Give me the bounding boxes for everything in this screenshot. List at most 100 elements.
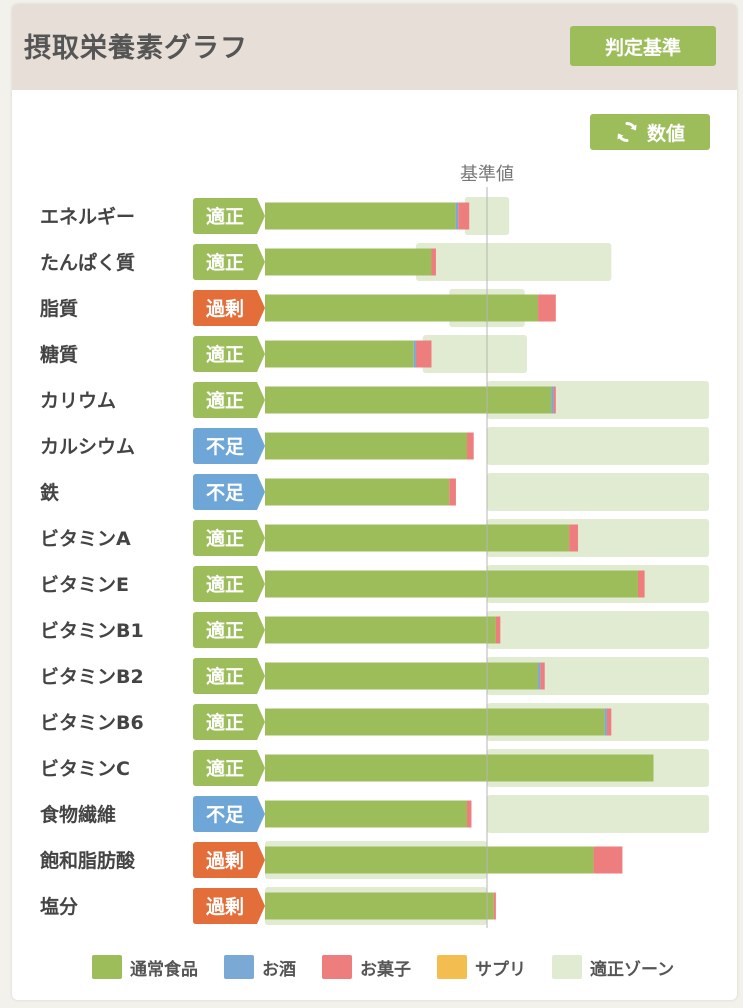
legend-swatch <box>437 955 467 979</box>
status-badge-label: 適正 <box>206 757 244 780</box>
status-badge-label: 適正 <box>206 527 244 550</box>
bar-segment <box>604 708 607 736</box>
legend-swatch <box>322 955 352 979</box>
bar-segment <box>467 800 472 828</box>
bar-segment <box>540 662 545 690</box>
bar-segment <box>449 478 456 506</box>
legend-item: お菓子 <box>322 955 411 980</box>
status-badge <box>193 842 265 878</box>
zone-bar <box>422 335 527 373</box>
category-label: 脂質 <box>40 297 78 320</box>
status-badge <box>193 888 265 924</box>
bar-segment <box>495 616 501 644</box>
bar-segment <box>415 340 432 368</box>
category-label: 塩分 <box>40 895 78 918</box>
zone-bar <box>415 243 612 281</box>
category-label: カリウム <box>40 390 116 412</box>
bar-segment <box>455 202 459 230</box>
category-label: 糖質 <box>40 343 78 366</box>
bar-segment <box>467 432 474 460</box>
status-badge-label: 適正 <box>206 251 244 274</box>
category-label: ビタミンC <box>40 758 130 780</box>
legend-label: お菓子 <box>360 959 411 980</box>
bar-segment <box>265 340 414 368</box>
status-badge <box>193 704 265 740</box>
status-badge-label: 過剰 <box>206 895 244 918</box>
legend-item: 適正ゾーン <box>552 955 674 980</box>
zone-bar <box>487 473 709 511</box>
reference-label: 基準値 <box>460 164 514 185</box>
bar-segment <box>265 846 594 874</box>
page-title: 摂取栄養素グラフ <box>24 33 248 64</box>
category-label: エネルギー <box>40 206 135 228</box>
status-badge-label: 適正 <box>206 573 244 596</box>
bar-segment <box>265 616 496 644</box>
bar-segment <box>265 294 539 322</box>
category-label: ビタミンB2 <box>40 666 144 688</box>
status-badge-label: 過剰 <box>206 297 244 320</box>
zone-bar <box>487 611 709 649</box>
bar-segment <box>265 892 494 920</box>
status-badge-label: 不足 <box>206 482 245 504</box>
card-header: 摂取栄養素グラフ 判定基準 <box>12 4 737 90</box>
status-badge <box>193 244 265 280</box>
legend-swatch <box>552 955 582 979</box>
bar-segment <box>265 432 468 460</box>
zone-bar <box>487 427 709 465</box>
category-label: 飽和脂肪酸 <box>39 849 136 872</box>
status-badge-label: 不足 <box>206 436 245 458</box>
bar-segment <box>458 202 470 230</box>
bar-segment <box>265 524 570 552</box>
category-label: 鉄 <box>40 481 59 504</box>
status-badge-label: 適正 <box>206 619 244 642</box>
bar-segment <box>265 754 654 782</box>
legend-item: 通常食品 <box>92 955 198 980</box>
status-badge <box>193 796 265 832</box>
status-badge-label: 適正 <box>206 711 244 734</box>
bar-segment <box>538 294 556 322</box>
status-badge <box>193 566 265 602</box>
status-badge <box>193 612 265 648</box>
status-badge <box>193 520 265 556</box>
bar-segment <box>265 386 552 414</box>
status-badge-label: 適正 <box>206 343 244 366</box>
status-badge-label: 不足 <box>206 804 245 826</box>
toggle-values-label: 数値 <box>646 122 685 145</box>
legend-item: サプリ <box>437 955 526 980</box>
bar-segment <box>593 846 623 874</box>
status-badge-label: 過剰 <box>206 849 244 872</box>
bar-segment <box>569 524 579 552</box>
status-badge <box>193 336 265 372</box>
bar-segment <box>431 248 436 276</box>
category-label: ビタミンA <box>40 528 131 550</box>
toggle-values-button[interactable]: 数値 <box>590 114 710 150</box>
bar-segment <box>265 248 432 276</box>
status-badge <box>193 428 265 464</box>
bar-segment <box>637 570 645 598</box>
status-badge <box>193 750 265 786</box>
bar-segment <box>551 386 554 414</box>
status-badge-label: 適正 <box>206 389 244 412</box>
status-badge-label: 適正 <box>206 665 244 688</box>
bar-segment <box>606 708 612 736</box>
nutrient-card: 摂取栄養素グラフ 判定基準 数値 エネルギー 適正 たんぱく質 適正 脂質 過剰 糖質 適正カ… <box>12 4 737 1000</box>
legend-swatch <box>224 955 254 979</box>
category-label: ビタミンB1 <box>40 620 144 642</box>
status-badge <box>193 198 265 234</box>
status-badge-label: 適正 <box>206 205 244 228</box>
bar-segment <box>413 340 416 368</box>
bar-segment <box>265 202 456 230</box>
criteria-button[interactable]: 判定基準 <box>570 26 716 66</box>
refresh-icon <box>617 122 637 142</box>
chart-legend: 通常食品 お酒 お菓子 サプリ 適正ゾーン <box>92 954 700 980</box>
legend-item: お酒 <box>224 955 296 980</box>
status-badge <box>193 658 265 694</box>
category-label: カルシウム <box>40 436 135 458</box>
category-label: ビタミンE <box>40 574 129 596</box>
status-badge <box>193 382 265 418</box>
bar-segment <box>493 892 496 920</box>
legend-label: 適正ゾーン <box>590 959 675 980</box>
bar-segment <box>538 662 541 690</box>
bar-segment <box>265 708 605 736</box>
